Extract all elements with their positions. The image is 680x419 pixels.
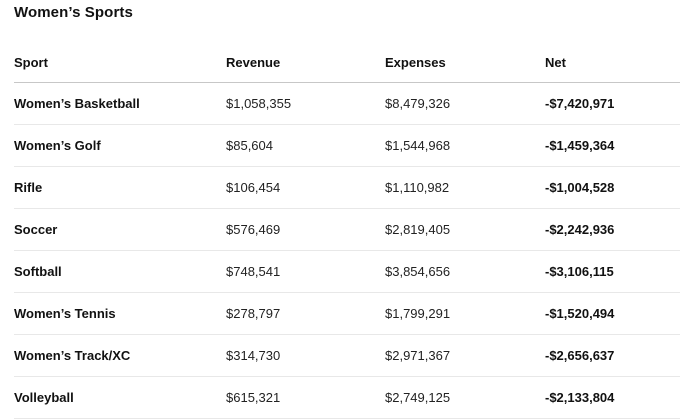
cell-sport: Rifle [14, 166, 226, 209]
table-row: Volleyball $615,321 $2,749,125 -$2,133,8… [14, 376, 680, 419]
cell-net: -$3,106,115 [545, 250, 680, 293]
cell-net: -$7,420,971 [545, 82, 680, 125]
cell-sport: Women’s Basketball [14, 82, 226, 125]
cell-net: -$2,656,637 [545, 334, 680, 377]
column-header-expenses: Expenses [385, 42, 545, 83]
cell-expenses: $8,479,326 [385, 82, 545, 125]
cell-net: -$1,520,494 [545, 292, 680, 335]
cell-expenses: $2,749,125 [385, 376, 545, 419]
cell-expenses: $1,110,982 [385, 166, 545, 209]
column-header-sport: Sport [14, 42, 226, 83]
womens-sports-table: Sport Revenue Expenses Net Women’s Baske… [14, 42, 680, 419]
column-header-revenue: Revenue [226, 42, 385, 83]
cell-net: -$2,133,804 [545, 376, 680, 419]
cell-revenue: $576,469 [226, 208, 385, 251]
cell-revenue: $1,058,355 [226, 82, 385, 125]
cell-expenses: $1,544,968 [385, 124, 545, 167]
cell-expenses: $3,854,656 [385, 250, 545, 293]
cell-sport: Softball [14, 250, 226, 293]
cell-sport: Soccer [14, 208, 226, 251]
header-row: Sport Revenue Expenses Net [14, 42, 680, 83]
table-row: Rifle $106,454 $1,110,982 -$1,004,528 [14, 166, 680, 209]
table-header: Sport Revenue Expenses Net [14, 42, 680, 83]
page-title: Women’s Sports [14, 4, 133, 21]
cell-sport: Volleyball [14, 376, 226, 419]
table-row: Women’s Golf $85,604 $1,544,968 -$1,459,… [14, 124, 680, 167]
table-row: Softball $748,541 $3,854,656 -$3,106,115 [14, 250, 680, 293]
table-body: Women’s Basketball $1,058,355 $8,479,326… [14, 82, 680, 419]
cell-revenue: $314,730 [226, 334, 385, 377]
cell-net: -$1,459,364 [545, 124, 680, 167]
cell-revenue: $615,321 [226, 376, 385, 419]
cell-sport: Women’s Golf [14, 124, 226, 167]
cell-revenue: $278,797 [226, 292, 385, 335]
cell-sport: Women’s Tennis [14, 292, 226, 335]
cell-expenses: $2,819,405 [385, 208, 545, 251]
cell-expenses: $1,799,291 [385, 292, 545, 335]
cell-net: -$1,004,528 [545, 166, 680, 209]
table-row: Women’s Track/XC $314,730 $2,971,367 -$2… [14, 334, 680, 377]
table-row: Women’s Tennis $278,797 $1,799,291 -$1,5… [14, 292, 680, 335]
column-header-net: Net [545, 42, 680, 83]
cell-revenue: $748,541 [226, 250, 385, 293]
cell-sport: Women’s Track/XC [14, 334, 226, 377]
cell-revenue: $106,454 [226, 166, 385, 209]
cell-net: -$2,242,936 [545, 208, 680, 251]
table-row: Soccer $576,469 $2,819,405 -$2,242,936 [14, 208, 680, 251]
table-row: Women’s Basketball $1,058,355 $8,479,326… [14, 82, 680, 125]
cell-expenses: $2,971,367 [385, 334, 545, 377]
cell-revenue: $85,604 [226, 124, 385, 167]
